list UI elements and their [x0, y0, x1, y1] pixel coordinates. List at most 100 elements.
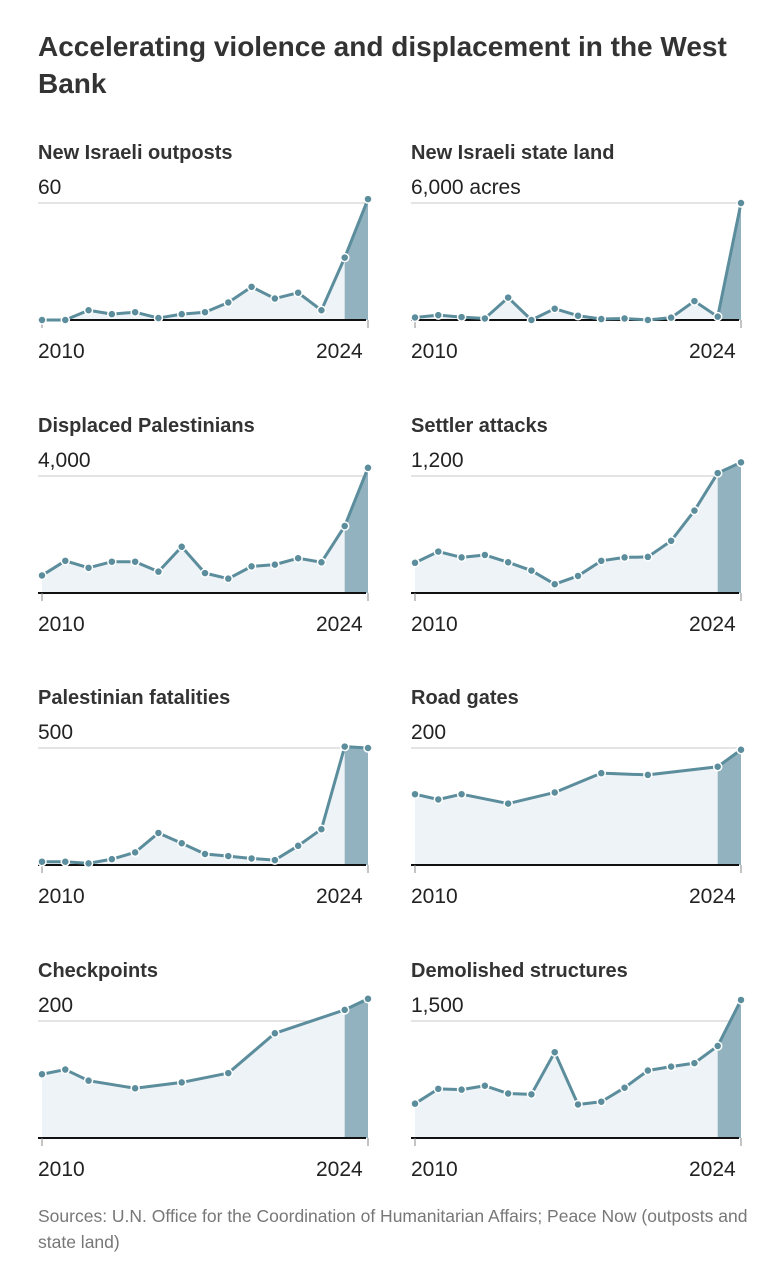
data-point — [736, 198, 746, 208]
data-point — [246, 282, 257, 292]
data-point — [596, 768, 607, 778]
data-point — [666, 536, 676, 546]
chart-panel: Palestinian fatalities 500 2010 2024 — [37, 685, 383, 915]
data-point — [433, 546, 444, 557]
highlight-band — [717, 999, 741, 1138]
data-point — [293, 841, 303, 851]
panel-title: Checkpoints — [38, 960, 159, 982]
area-fill — [42, 746, 368, 865]
data-point — [270, 855, 280, 865]
panel-title: New Israeli outposts — [38, 142, 233, 164]
data-point — [689, 505, 700, 516]
chart-svg — [410, 457, 746, 601]
data-point — [176, 1077, 187, 1088]
data-point — [200, 849, 210, 859]
chart-title: Accelerating violence and displacement i… — [38, 31, 727, 99]
data-point — [736, 995, 746, 1005]
data-point — [666, 312, 676, 323]
chart-panel: Checkpoints 200 2010 2024 — [37, 958, 383, 1188]
data-point — [689, 1058, 700, 1068]
x-tick-label: 2024 — [316, 613, 363, 636]
data-point — [153, 566, 164, 577]
data-point — [480, 550, 490, 560]
data-point — [712, 761, 723, 772]
data-point — [107, 309, 117, 319]
data-point — [433, 310, 444, 320]
data-point — [83, 1075, 94, 1086]
data-point — [619, 1082, 630, 1093]
data-point — [270, 1028, 280, 1039]
data-point — [643, 552, 653, 562]
y-max-label: 4,000 — [38, 449, 91, 472]
panel-title: Displaced Palestinians — [38, 415, 255, 437]
data-point — [107, 854, 117, 864]
y-max-label: 6,000 acres — [411, 176, 521, 199]
data-point — [643, 770, 653, 780]
x-tick-label: 2010 — [38, 885, 85, 908]
data-point — [619, 313, 630, 324]
data-point — [503, 1088, 513, 1099]
panel-title: Settler attacks — [411, 415, 548, 437]
data-point — [573, 310, 583, 321]
data-point — [433, 794, 444, 805]
data-point — [176, 542, 187, 552]
data-point — [549, 787, 560, 798]
data-point — [153, 313, 164, 323]
data-point — [270, 293, 280, 304]
data-point — [316, 824, 327, 834]
data-point — [456, 789, 467, 799]
y-max-label: 500 — [38, 721, 74, 744]
data-point — [526, 1089, 537, 1100]
data-point — [410, 558, 420, 568]
data-point — [643, 1065, 653, 1076]
data-point — [526, 315, 537, 325]
data-point — [619, 552, 630, 563]
data-point — [223, 851, 234, 861]
data-point — [643, 315, 653, 325]
data-point — [83, 305, 94, 315]
series-line — [42, 198, 370, 322]
y-max-label: 60 — [38, 176, 62, 199]
x-tick-label: 2024 — [316, 885, 363, 908]
data-point — [596, 556, 607, 566]
chart-panel: Demolished structures 1,500 2010 2024 — [410, 958, 756, 1188]
x-tick-label: 2024 — [689, 885, 736, 908]
data-point — [176, 838, 187, 848]
data-point — [60, 1064, 71, 1075]
panel-title: Palestinian fatalities — [38, 687, 231, 709]
data-point — [60, 315, 71, 325]
data-point — [176, 309, 187, 319]
x-tick-label: 2010 — [411, 885, 458, 908]
y-max-label: 200 — [38, 994, 74, 1017]
panel-title: Road gates — [411, 687, 519, 709]
data-point — [130, 556, 140, 567]
data-point — [37, 570, 47, 581]
data-point — [270, 559, 280, 570]
panel-title: Demolished structures — [411, 960, 628, 982]
highlight-band — [717, 462, 741, 593]
chart-svg — [410, 745, 746, 873]
data-point — [223, 573, 234, 584]
data-point — [316, 305, 327, 315]
data-point — [363, 994, 373, 1004]
data-point — [37, 1069, 47, 1079]
panel-title: New Israeli state land — [411, 142, 615, 164]
data-point — [363, 463, 373, 473]
data-point — [596, 1096, 607, 1107]
data-point — [200, 307, 210, 317]
data-point — [339, 252, 350, 263]
data-point — [83, 563, 94, 573]
data-point — [712, 311, 723, 322]
x-tick-label: 2024 — [689, 1158, 736, 1181]
data-point — [60, 856, 71, 867]
data-point — [130, 1083, 140, 1094]
x-tick-label: 2024 — [689, 340, 736, 363]
x-tick-label: 2024 — [316, 1158, 363, 1181]
source-note: Sources: U.N. Office for the Coordinatio… — [38, 1206, 748, 1252]
y-max-label: 1,200 — [411, 449, 464, 472]
data-point — [503, 798, 513, 809]
area-fill — [42, 998, 368, 1138]
x-tick-label: 2010 — [38, 340, 85, 363]
data-point — [246, 853, 257, 864]
data-point — [153, 828, 164, 838]
